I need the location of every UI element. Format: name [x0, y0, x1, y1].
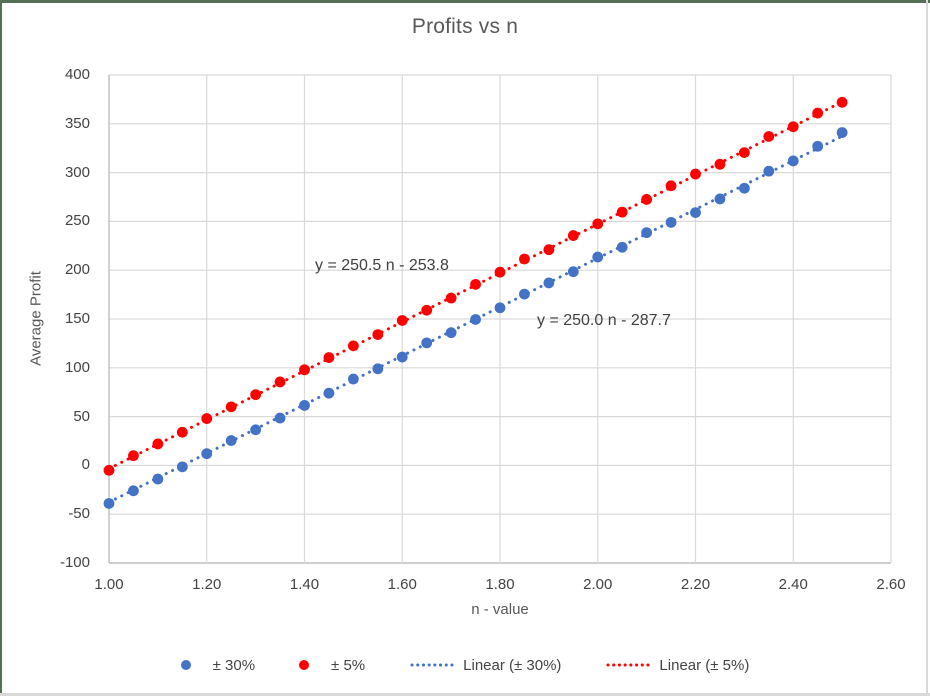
- y-tick-label: 0: [81, 456, 90, 474]
- y-tick-label: 350: [64, 114, 90, 132]
- y-tick-label: 150: [64, 310, 90, 327]
- x-tick-label: 1.80: [485, 576, 515, 593]
- y-tick-label: 50: [73, 407, 90, 425]
- legend-label: Linear (± 5%): [659, 656, 750, 674]
- legend-label: ± 30%: [212, 656, 256, 674]
- y-tick-label: 250: [64, 212, 90, 230]
- scatter-marker-red-icon: [299, 660, 310, 670]
- y-axis-title: Average Profit: [27, 271, 45, 366]
- x-tick-label: 1.40: [289, 576, 320, 593]
- x-axis-title: n - value: [471, 601, 529, 618]
- y-tick-label: 100: [64, 358, 90, 376]
- x-tick-label: 1.20: [192, 576, 222, 593]
- legend-item-30pct[interactable]: ± 30%: [180, 656, 256, 674]
- dotted-trendline-red-icon: [606, 663, 650, 667]
- trendline-equation-red: y = 250.5 n - 253.8: [315, 257, 449, 274]
- y-tick-label: 300: [64, 163, 90, 181]
- legend: ± 30% ± 5% Linear (± 30%) Linear (± 5%): [0, 653, 930, 677]
- window-border-right: [926, 0, 928, 693]
- scatter-marker-blue-icon: [180, 660, 191, 670]
- chart-title: Profits vs n: [411, 15, 519, 38]
- x-tick-label: 2.20: [680, 576, 711, 593]
- x-tick-label: 2.40: [778, 576, 808, 593]
- legend-item-linear-30pct[interactable]: Linear (± 30%): [409, 657, 561, 674]
- window-border-top: [0, 0, 930, 3]
- legend-item-linear-5pct[interactable]: Linear (± 5%): [605, 657, 749, 674]
- x-tick-label: 2.60: [876, 576, 906, 593]
- legend-label: Linear (± 30%): [463, 656, 562, 674]
- dotted-trendline-blue-icon: [410, 663, 454, 667]
- x-tick-label: 1.60: [387, 576, 417, 593]
- y-tick-label: -100: [59, 554, 90, 571]
- window-border-left: [0, 0, 2, 695]
- y-tick-label: 200: [64, 261, 90, 279]
- trendline-equation-blue: y = 250.0 n - 287.7: [537, 312, 671, 329]
- legend-item-5pct[interactable]: ± 5%: [299, 657, 365, 674]
- legend-label: ± 5%: [331, 656, 366, 674]
- x-tick-label: 1.00: [94, 576, 124, 593]
- x-tick-label: 2.00: [583, 576, 613, 593]
- window-border-bottom: [0, 693, 930, 696]
- y-tick-label: -50: [68, 505, 90, 523]
- y-tick-label: 400: [64, 66, 90, 83]
